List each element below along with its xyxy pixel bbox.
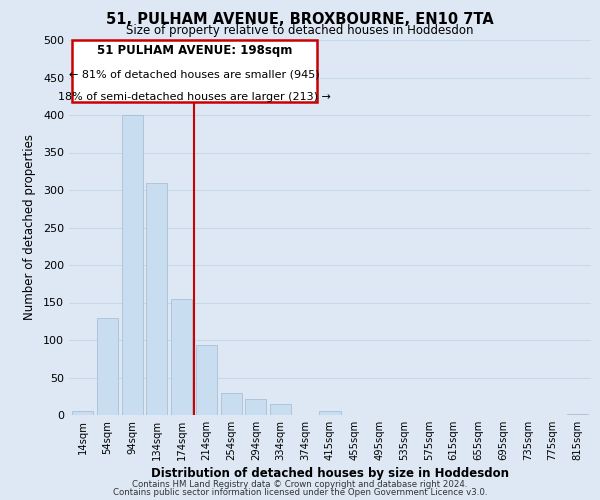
Bar bbox=[319, 411, 341, 415]
Bar bbox=[245, 398, 266, 415]
Text: 51, PULHAM AVENUE, BROXBOURNE, EN10 7TA: 51, PULHAM AVENUE, BROXBOURNE, EN10 7TA bbox=[106, 12, 494, 28]
Text: 51 PULHAM AVENUE: 198sqm: 51 PULHAM AVENUE: 198sqm bbox=[97, 44, 292, 57]
Text: 18% of semi-detached houses are larger (213) →: 18% of semi-detached houses are larger (… bbox=[58, 92, 331, 102]
Bar bbox=[196, 345, 217, 415]
X-axis label: Distribution of detached houses by size in Hoddesdon: Distribution of detached houses by size … bbox=[151, 467, 509, 480]
Text: ← 81% of detached houses are smaller (945): ← 81% of detached houses are smaller (94… bbox=[69, 70, 320, 80]
Text: Size of property relative to detached houses in Hoddesdon: Size of property relative to detached ho… bbox=[126, 24, 474, 37]
Text: Contains HM Land Registry data © Crown copyright and database right 2024.: Contains HM Land Registry data © Crown c… bbox=[132, 480, 468, 489]
Bar bbox=[122, 115, 143, 415]
Bar bbox=[146, 182, 167, 415]
Bar bbox=[171, 298, 192, 415]
Bar bbox=[221, 392, 242, 415]
Bar bbox=[97, 318, 118, 415]
Bar bbox=[270, 404, 291, 415]
Bar bbox=[567, 414, 588, 415]
Y-axis label: Number of detached properties: Number of detached properties bbox=[23, 134, 36, 320]
FancyBboxPatch shape bbox=[71, 40, 317, 102]
Bar bbox=[72, 411, 93, 415]
Text: Contains public sector information licensed under the Open Government Licence v3: Contains public sector information licen… bbox=[113, 488, 487, 497]
